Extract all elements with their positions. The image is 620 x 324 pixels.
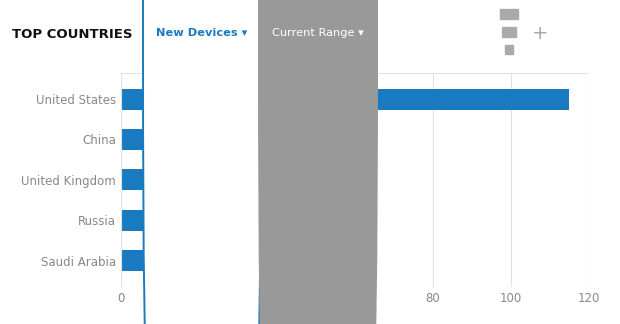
Bar xyxy=(121,169,265,190)
Bar xyxy=(505,44,513,54)
Text: TOP COUNTRIES: TOP COUNTRIES xyxy=(12,28,133,41)
Bar xyxy=(500,9,518,18)
Bar xyxy=(121,89,570,110)
Text: +: + xyxy=(532,24,548,43)
Bar xyxy=(502,27,516,37)
Bar xyxy=(121,73,589,287)
FancyBboxPatch shape xyxy=(258,0,378,324)
FancyBboxPatch shape xyxy=(143,0,261,324)
Bar xyxy=(121,210,223,231)
Text: Current Range ▾: Current Range ▾ xyxy=(272,28,364,38)
Bar xyxy=(121,129,281,150)
Text: New Devices ▾: New Devices ▾ xyxy=(156,28,247,38)
Bar xyxy=(121,250,187,271)
